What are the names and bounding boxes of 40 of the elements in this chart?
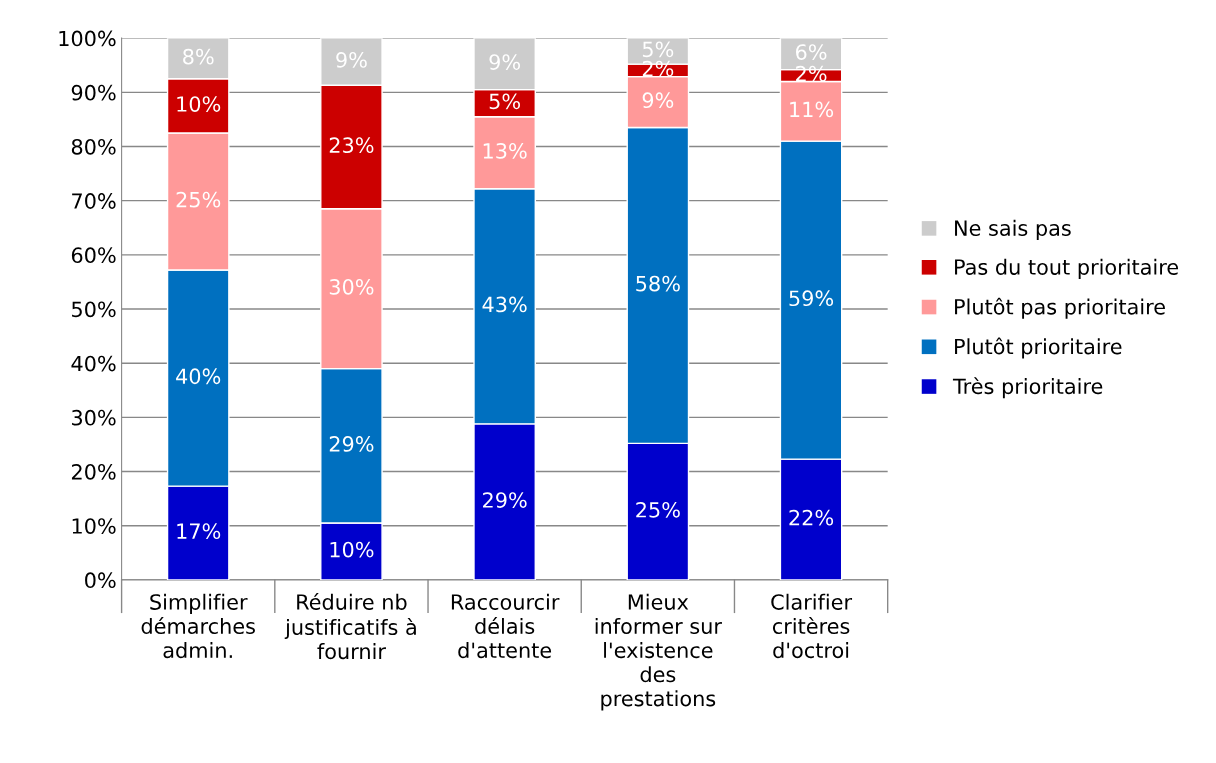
legend-label: Pas du tout prioritaire bbox=[955, 258, 1179, 279]
data-label: 29% bbox=[483, 492, 527, 508]
legend-label: Très prioritaire bbox=[952, 377, 1103, 399]
data-label: 43% bbox=[482, 296, 527, 313]
y-tick-label: 60% bbox=[71, 247, 116, 264]
legend-label: Plutôt prioritaire bbox=[955, 337, 1122, 359]
y-tick-label: 0% bbox=[85, 572, 116, 589]
data-label: 2% bbox=[642, 60, 674, 77]
data-label: 11% bbox=[790, 101, 834, 118]
y-tick-label: 70% bbox=[72, 193, 116, 209]
x-tick-label: Réduire nb justificatifs à fournir bbox=[284, 592, 416, 660]
y-tick-label: 40% bbox=[71, 355, 116, 372]
x-tick-label: Mieux informer sur l'existence des prestations bbox=[595, 593, 722, 711]
y-tick-label: 30% bbox=[72, 409, 116, 426]
data-label: 22% bbox=[789, 509, 834, 526]
data-label: 5% bbox=[489, 93, 521, 110]
data-label: 59% bbox=[789, 290, 834, 307]
y-tick-label: 50% bbox=[72, 301, 116, 318]
data-label: 23% bbox=[329, 137, 374, 154]
data-label: 25% bbox=[176, 191, 221, 208]
x-tick-label: Raccourcir délais d'attente bbox=[451, 593, 560, 659]
data-label: 40% bbox=[176, 368, 221, 385]
y-tick-label: 10% bbox=[72, 518, 116, 534]
x-tick-label: Clarifier critères d'octroi bbox=[771, 593, 853, 659]
y-tick-label: 20% bbox=[71, 463, 116, 480]
data-label: 30% bbox=[329, 278, 374, 295]
data-label: 13% bbox=[483, 143, 527, 159]
data-label: 9% bbox=[642, 92, 674, 109]
data-label: 17% bbox=[177, 523, 221, 540]
y-tick-label: 100% bbox=[59, 30, 116, 47]
x-tick-label: Simplifier démarches admin. bbox=[141, 593, 255, 659]
data-label: 10% bbox=[330, 541, 374, 558]
y-tick-label: 90% bbox=[71, 84, 116, 101]
legend-label: Plutôt pas prioritaire bbox=[955, 297, 1165, 319]
data-label: 10% bbox=[177, 96, 221, 112]
legend-label: Ne sais pas bbox=[955, 219, 1071, 241]
y-tick-label: 80% bbox=[71, 138, 116, 155]
data-label: 25% bbox=[636, 501, 680, 518]
data-label: 58% bbox=[636, 275, 680, 292]
data-label: 29% bbox=[329, 436, 374, 452]
